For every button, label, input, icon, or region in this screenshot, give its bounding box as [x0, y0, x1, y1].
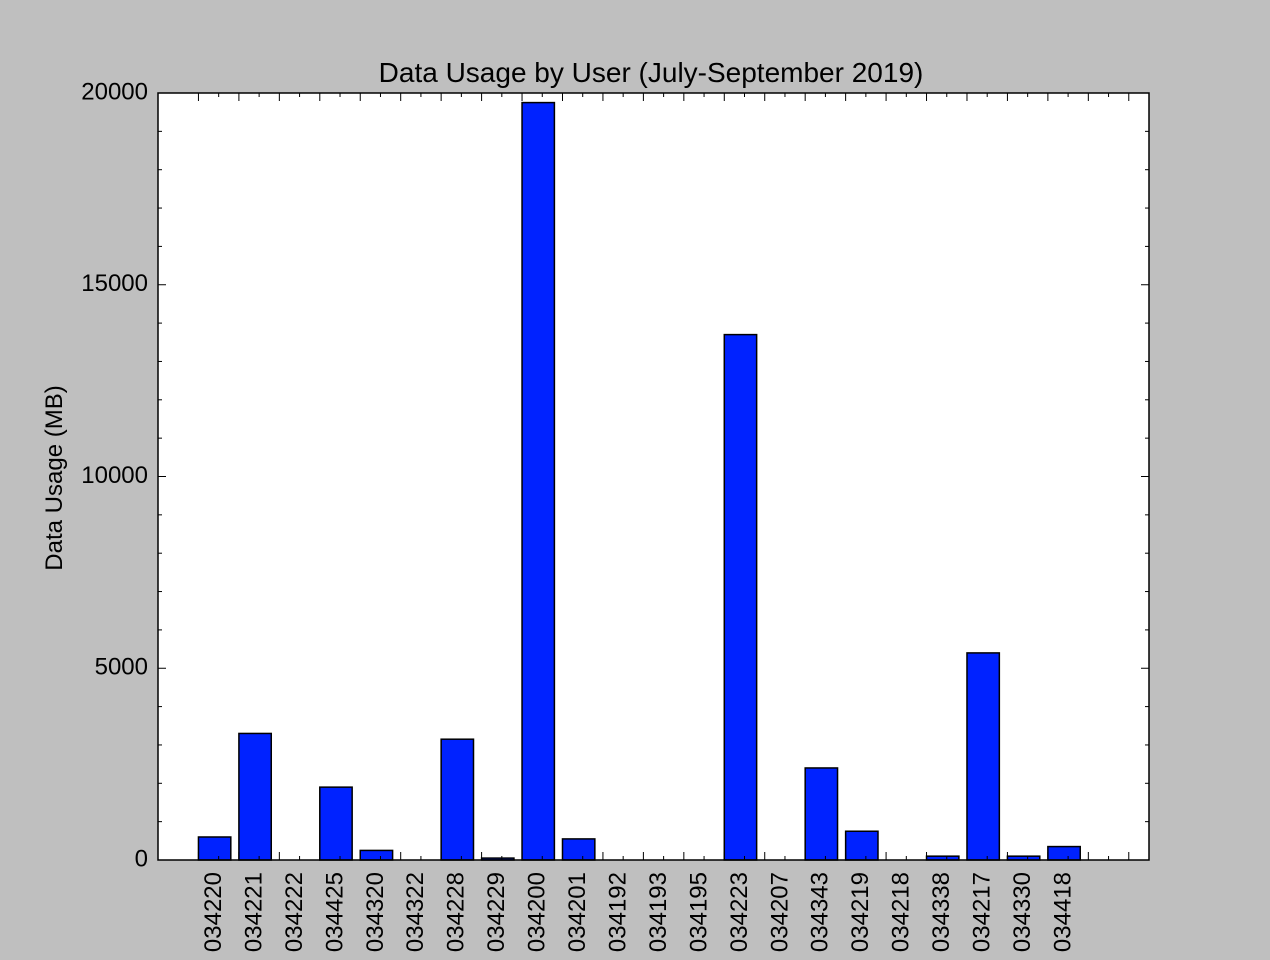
x-tick-label: 034343 [807, 872, 834, 952]
x-tick-label: 034229 [483, 872, 510, 952]
bar-034220 [197, 836, 232, 861]
y-tick-labels: 0 5000 10000 15000 20000 [81, 78, 148, 872]
x-tick-label: 034195 [685, 872, 712, 952]
x-tick-label: 034192 [604, 872, 631, 952]
x-tick-label: 034418 [1049, 872, 1076, 952]
bar-034219 [844, 830, 879, 861]
bar-034228 [440, 738, 475, 861]
x-tick-label: 034201 [564, 872, 591, 952]
bar-034425 [319, 786, 353, 861]
y-tick-label: 5000 [95, 654, 148, 681]
x-tick-label: 034200 [524, 872, 551, 952]
x-tick-label: 034223 [726, 872, 753, 952]
x-tick-label: 034320 [362, 872, 389, 952]
bars-group [197, 101, 1081, 861]
x-tick-label: 034221 [240, 872, 267, 952]
bar-034343 [804, 767, 839, 861]
y-tick-label: 0 [135, 845, 148, 872]
x-tick-label: 034330 [1009, 872, 1036, 952]
plot-frame [157, 92, 1150, 861]
x-tick-label: 034338 [928, 872, 955, 952]
bar-034223 [723, 333, 758, 861]
x-tick-label: 034228 [443, 872, 470, 952]
x-tick-label: 034220 [200, 872, 227, 952]
x-tick-labels: 034220 034221 034222 034425 034320 034322 0342… [200, 872, 1076, 952]
bar-034200 [521, 101, 556, 861]
x-tick-label: 034207 [766, 872, 793, 952]
y-tick-label: 10000 [81, 462, 148, 489]
y-tick-label: 15000 [81, 270, 148, 297]
x-tick-label: 034322 [402, 872, 429, 952]
bar-034221 [238, 732, 273, 861]
plot-area [158, 93, 1149, 860]
y-axis-label: Data Usage (MB) [41, 385, 68, 570]
chart-title: Data Usage by User (July-September 2019) [379, 57, 924, 88]
x-tick-label: 034193 [645, 872, 672, 952]
x-tick-label: 034217 [969, 872, 996, 952]
bar-034320 [359, 849, 394, 861]
x-tick-label: 034222 [281, 872, 308, 952]
x-tick-label: 034219 [847, 872, 874, 952]
x-tick-label: 034218 [888, 872, 915, 952]
bar-034418 [1047, 845, 1081, 861]
y-tick-label: 20000 [81, 78, 148, 105]
bar-034201 [561, 838, 596, 861]
bar-034217 [966, 652, 1001, 861]
x-tick-label: 034425 [321, 872, 348, 952]
